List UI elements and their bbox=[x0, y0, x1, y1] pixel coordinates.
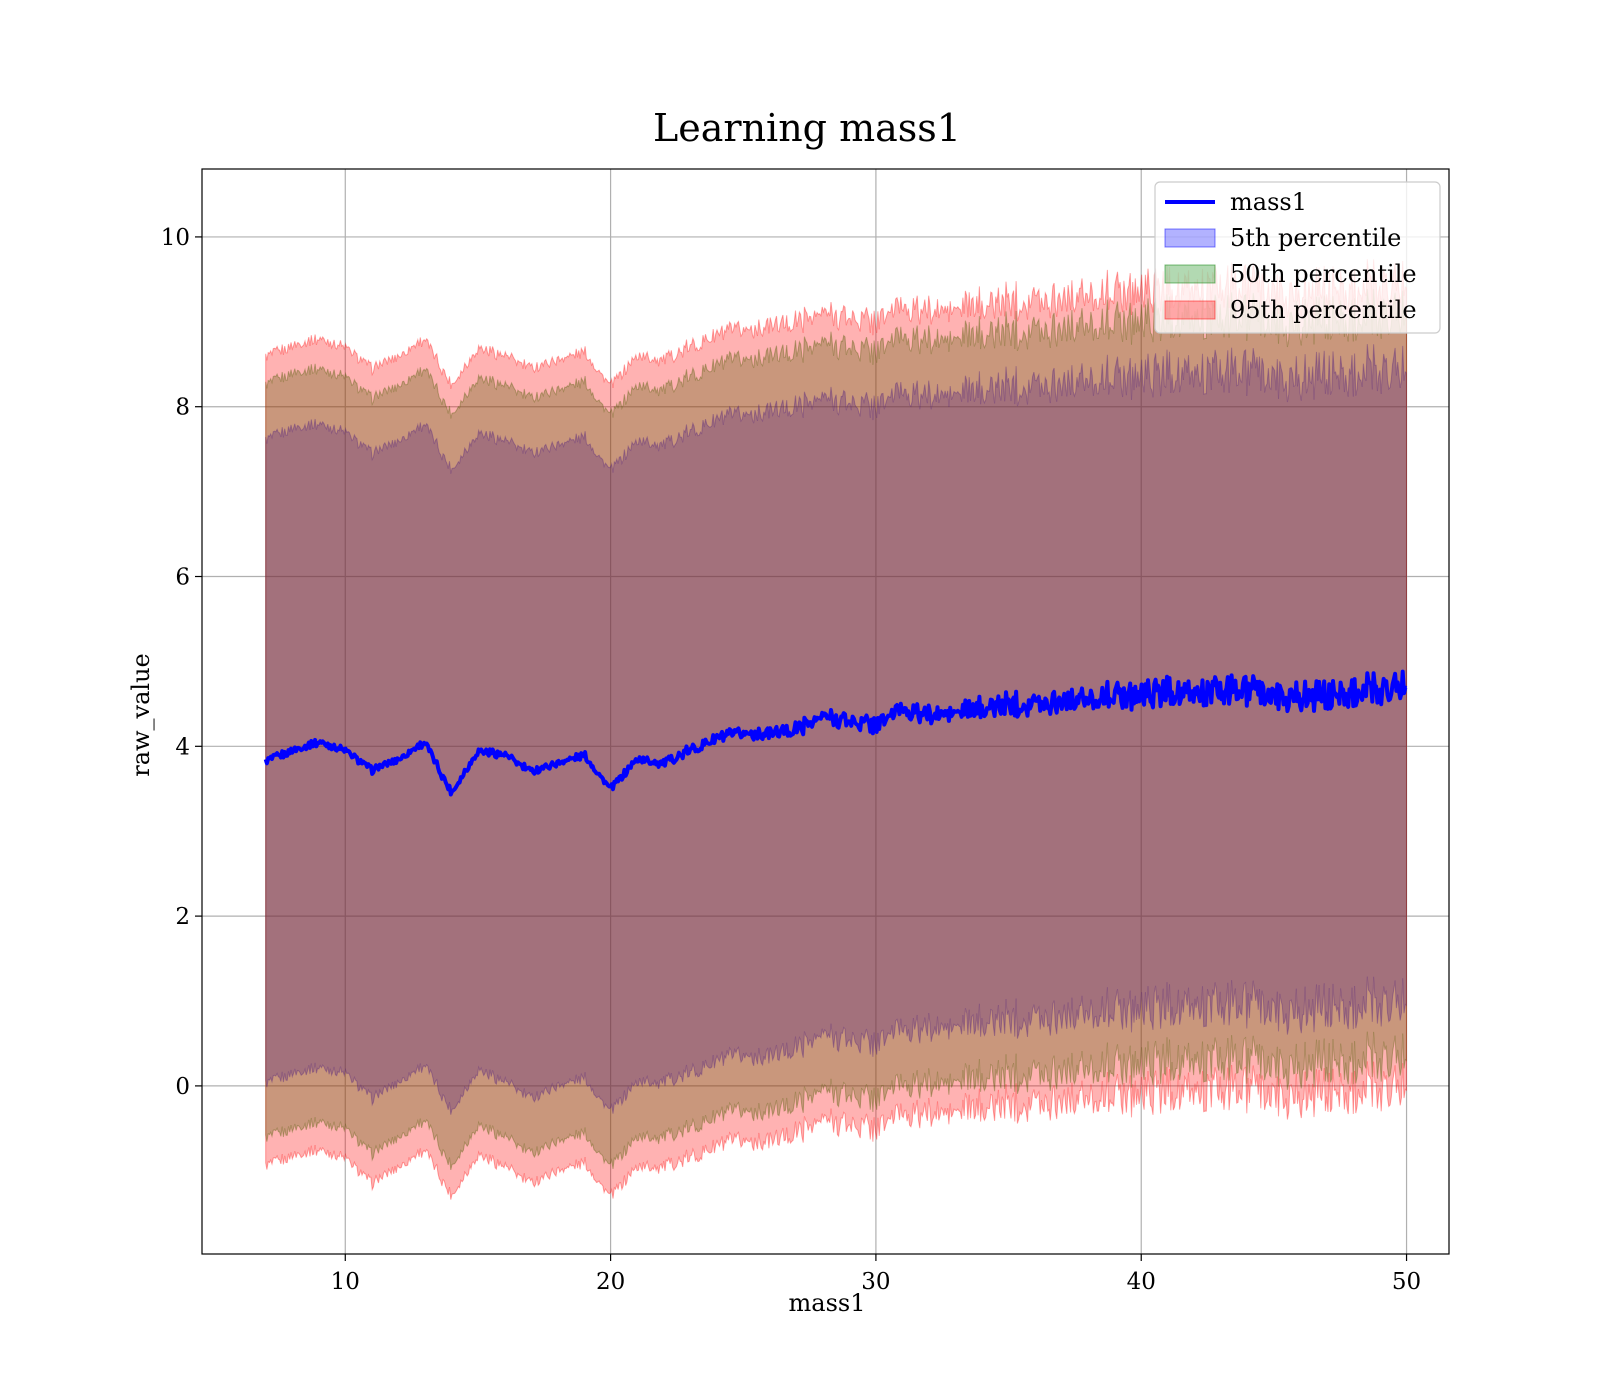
line-mass1 bbox=[263, 669, 1408, 797]
x-tick-label: 20 bbox=[596, 1269, 625, 1295]
y-tick-label: 6 bbox=[175, 565, 190, 591]
band-95th-percentile bbox=[265, 259, 1407, 1200]
legend-item: 50th percentile bbox=[1164, 260, 1417, 288]
y-tick-label: 10 bbox=[161, 225, 190, 251]
x-tick-label: 10 bbox=[331, 1269, 360, 1295]
series-lines bbox=[263, 669, 1408, 797]
x-axis-label: mass1 bbox=[789, 1289, 866, 1317]
plot-frame bbox=[201, 168, 1450, 1255]
legend-patch-swatch bbox=[1164, 264, 1216, 284]
percentile-bands bbox=[265, 259, 1407, 1200]
y-axis-label: raw_value bbox=[127, 653, 155, 777]
y-tick-label: 2 bbox=[175, 904, 190, 930]
legend-label: 95th percentile bbox=[1230, 296, 1417, 324]
x-tick-label: 30 bbox=[861, 1269, 890, 1295]
legend-item: 95th percentile bbox=[1164, 296, 1417, 324]
legend-label: 5th percentile bbox=[1230, 224, 1401, 252]
x-tick-label: 40 bbox=[1127, 1269, 1156, 1295]
band-5th-percentile bbox=[265, 344, 1407, 1115]
legend-patch-swatch bbox=[1164, 300, 1216, 320]
axis-ticks: 10 20 30 40 50 0 2 4 6 8 10 bbox=[161, 225, 1421, 1295]
x-tick-label: 50 bbox=[1392, 1269, 1421, 1295]
legend-item: mass1 bbox=[1165, 188, 1307, 216]
chart-title: Learning mass1 bbox=[653, 106, 961, 150]
legend-box bbox=[1154, 181, 1441, 334]
legend-patch-swatch bbox=[1164, 228, 1216, 248]
legend-item: 5th percentile bbox=[1164, 224, 1401, 252]
y-tick-label: 8 bbox=[175, 395, 190, 421]
legend-label: 50th percentile bbox=[1230, 260, 1417, 288]
band-50th-percentile bbox=[265, 288, 1407, 1171]
legend: mass1 5th percentile 50th percentile 95th p… bbox=[1154, 181, 1441, 334]
legend-label: mass1 bbox=[1230, 188, 1307, 216]
y-tick-label: 4 bbox=[175, 734, 190, 760]
y-tick-label: 0 bbox=[175, 1074, 190, 1100]
grid-lines bbox=[202, 169, 1449, 1254]
